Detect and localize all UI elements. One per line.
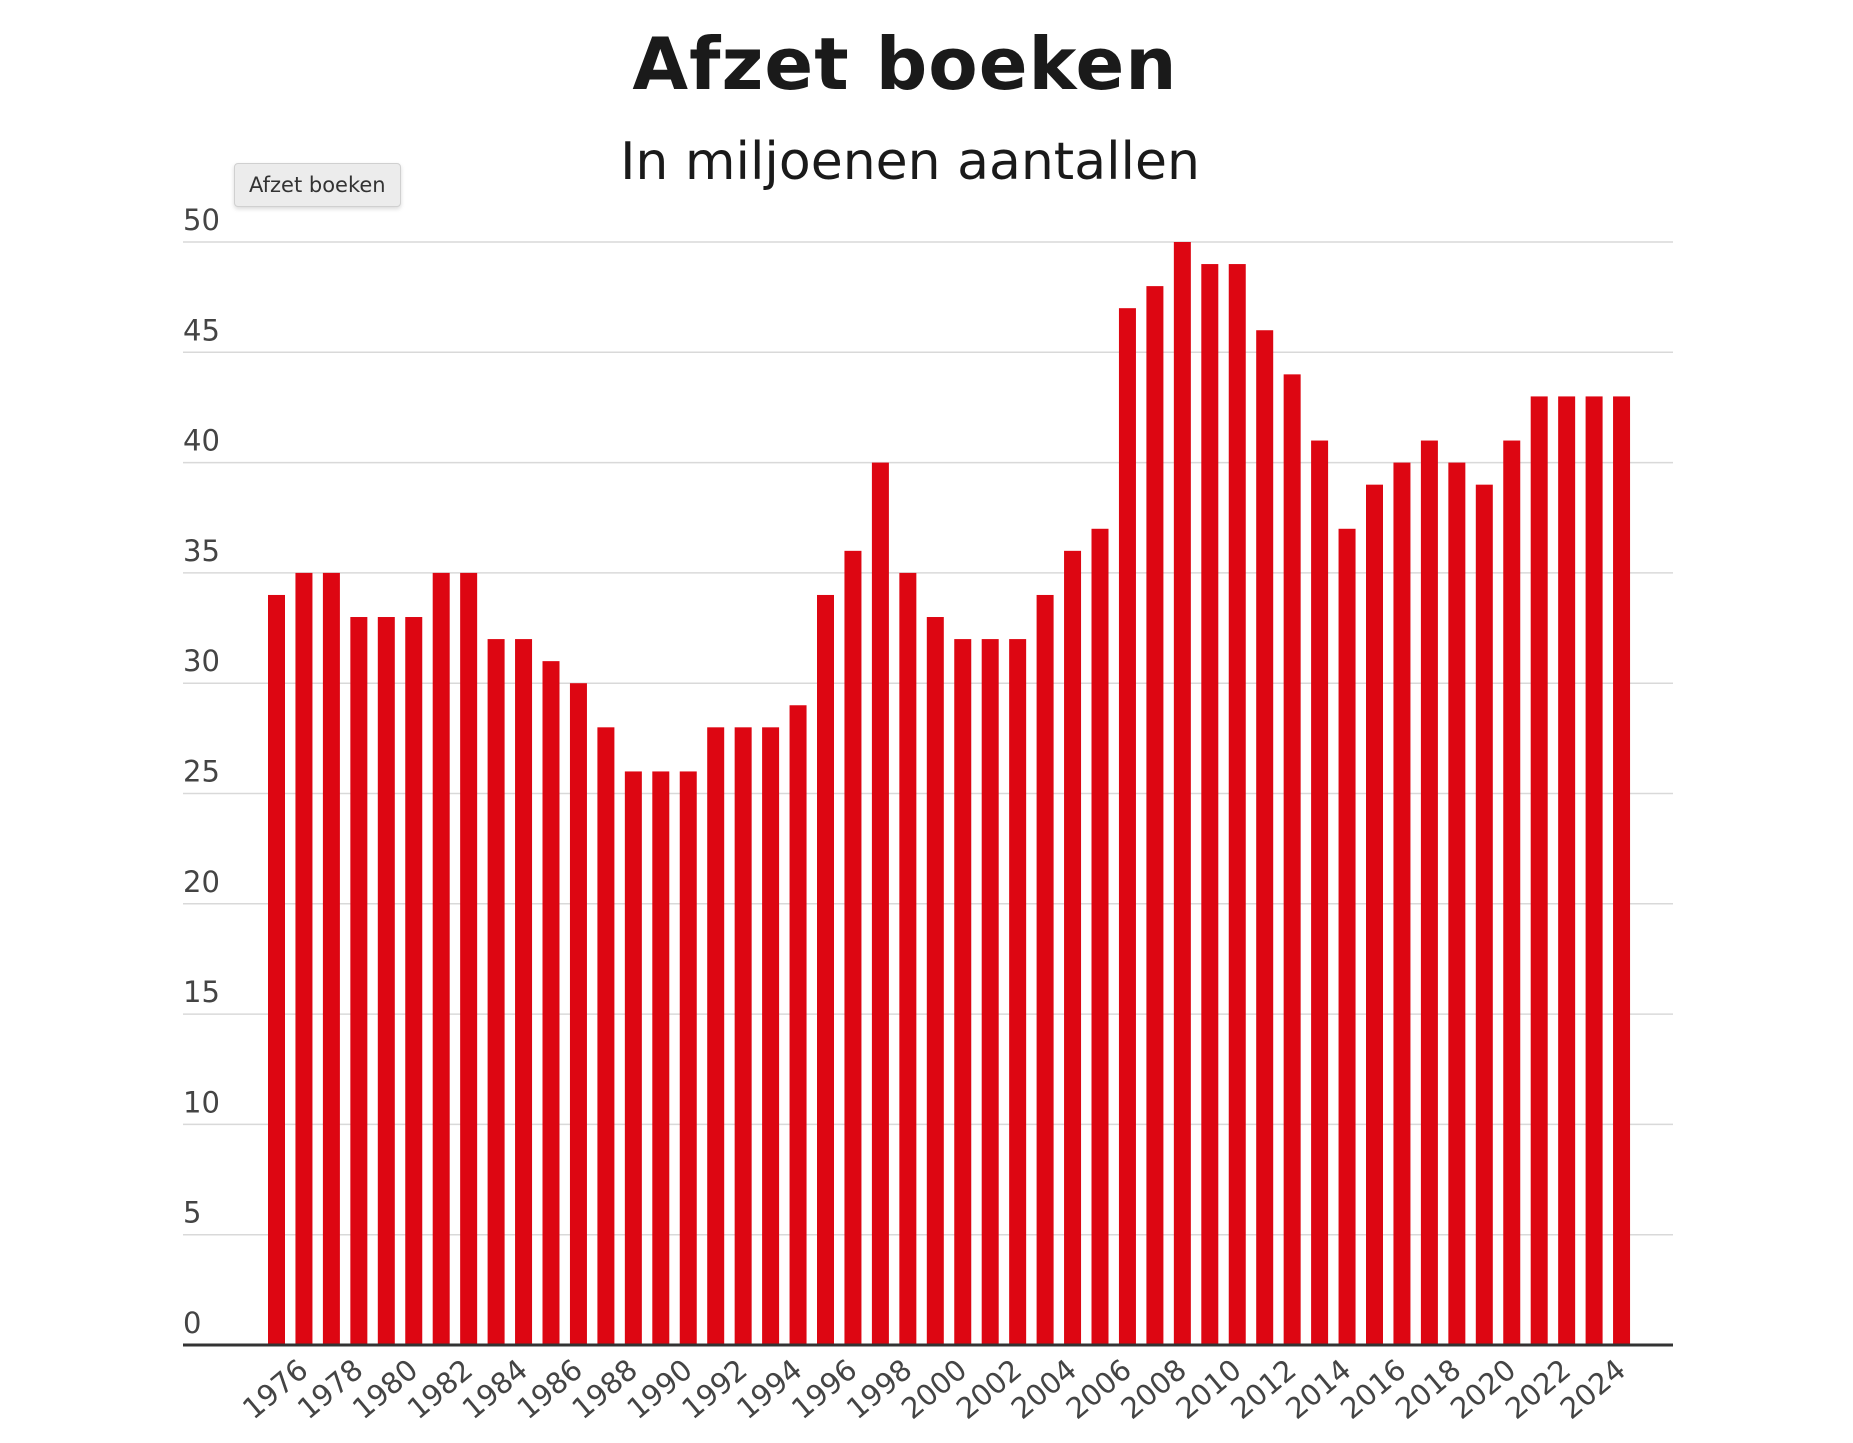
bar-1982 [460, 572, 478, 1345]
bar-2001 [981, 639, 999, 1345]
y-tick-label: 35 [183, 534, 220, 568]
bar-1980 [405, 617, 423, 1345]
bar-2024 [1613, 396, 1631, 1345]
y-tick-label: 15 [183, 975, 220, 1009]
bar-1976 [295, 572, 313, 1345]
bar-1983 [487, 639, 505, 1345]
y-tick-label: 20 [183, 865, 220, 899]
bar-2018 [1448, 462, 1466, 1346]
bar-2007 [1146, 286, 1164, 1345]
bars [268, 242, 1631, 1346]
bar-1997 [871, 462, 889, 1346]
bar-1992 [734, 727, 752, 1345]
y-tick-label: 50 [183, 203, 220, 237]
bar-1977 [322, 572, 340, 1345]
y-tick-label: 25 [183, 755, 220, 789]
chart-title: Afzet boeken [632, 22, 1178, 106]
bar-1979 [377, 617, 395, 1345]
bar-1991 [707, 727, 725, 1345]
bar-1987 [597, 727, 615, 1345]
bar-1994 [789, 705, 807, 1345]
bar-2020 [1503, 440, 1521, 1345]
y-tick-label: 45 [183, 313, 220, 347]
bar-2019 [1475, 484, 1493, 1345]
bar-2010 [1228, 264, 1246, 1345]
bar-2017 [1420, 440, 1438, 1345]
bar-1993 [762, 727, 780, 1345]
bar-1995 [817, 594, 834, 1345]
x-tick-label: 2024 [1554, 1352, 1632, 1425]
bar-2014 [1338, 528, 1356, 1345]
y-tick-label: 0 [183, 1306, 201, 1340]
bar-2000 [954, 639, 972, 1345]
y-tick-label: 10 [183, 1085, 220, 1119]
bar-2002 [1009, 639, 1027, 1345]
bar-1986 [569, 683, 587, 1345]
bar-2011 [1256, 330, 1274, 1345]
bar-2015 [1366, 484, 1383, 1345]
bar-2013 [1311, 440, 1329, 1345]
bar-2016 [1393, 462, 1411, 1346]
bar-2006 [1118, 308, 1136, 1346]
chart-subtitle: In miljoenen aantallen [620, 132, 1200, 192]
bar-1998 [899, 572, 917, 1345]
bar-2008 [1173, 242, 1191, 1345]
bar-1984 [515, 639, 533, 1345]
bar-1999 [926, 617, 944, 1345]
bar-2004 [1064, 550, 1082, 1345]
bar-2021 [1530, 396, 1548, 1345]
bar-1989 [652, 771, 670, 1345]
bar-2005 [1091, 528, 1109, 1345]
bar-1996 [844, 550, 862, 1345]
tooltip: Afzet boeken [234, 163, 401, 207]
bar-1981 [432, 572, 450, 1345]
y-tick-label: 5 [183, 1196, 201, 1230]
bar-2012 [1283, 374, 1301, 1345]
bar-2009 [1201, 264, 1219, 1345]
bar-2003 [1036, 594, 1054, 1345]
bar-1988 [624, 771, 642, 1345]
bar-1990 [679, 771, 697, 1345]
y-axis-ticks: 0 5 10 15 20 25 30 35 40 45 50 [183, 203, 220, 1340]
bar-2022 [1558, 396, 1576, 1345]
y-tick-label: 40 [183, 424, 220, 458]
y-tick-label: 30 [183, 644, 220, 678]
bar-1975 [268, 594, 285, 1345]
bar-1985 [542, 661, 560, 1345]
x-axis-ticks: 1976197819801982198419861988199019921994… [236, 1352, 1632, 1425]
bar-1978 [350, 617, 368, 1345]
bar-2023 [1585, 396, 1603, 1345]
